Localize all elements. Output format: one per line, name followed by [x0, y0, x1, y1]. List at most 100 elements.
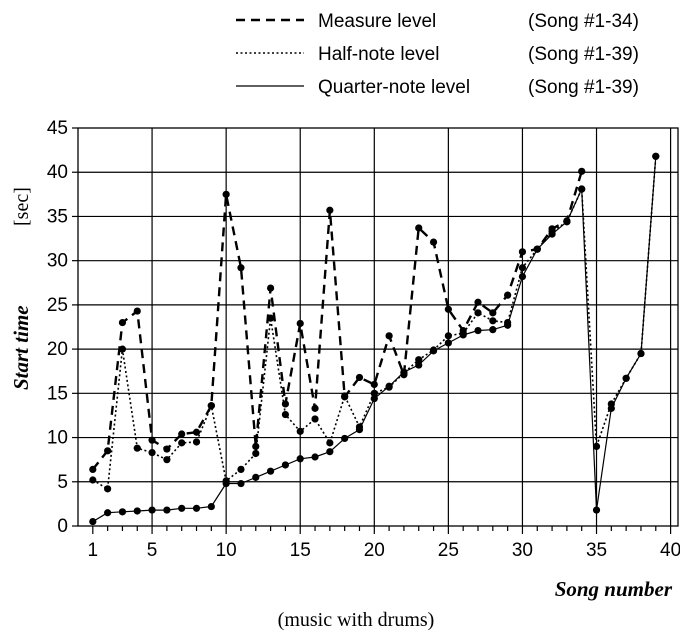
- data-point: [266, 467, 275, 475]
- data-point: [207, 402, 215, 410]
- series-line: [91, 170, 583, 471]
- data-point: [444, 339, 452, 347]
- data-point: [133, 507, 141, 515]
- y-axis-label: Start time: [9, 305, 33, 390]
- x-tick-label: 15: [290, 540, 311, 561]
- data-point: [222, 190, 230, 198]
- legend: Measure level (Song #1-34) Half-note level…: [236, 11, 639, 98]
- data-point: [518, 264, 527, 272]
- data-point: [415, 224, 423, 232]
- data-point: [222, 479, 230, 488]
- data-point: [326, 206, 334, 214]
- data-point: [429, 347, 438, 355]
- data-point: [192, 428, 201, 436]
- data-point: [548, 230, 556, 238]
- data-point: [652, 152, 660, 160]
- data-point: [266, 314, 275, 322]
- x-tick-label: 25: [438, 540, 459, 561]
- data-point: [326, 439, 334, 447]
- data-point: [148, 436, 156, 444]
- data-point: [118, 345, 127, 353]
- data-point: [474, 298, 482, 306]
- data-point: [296, 455, 304, 463]
- data-point: [578, 167, 586, 175]
- legend-range: (Song #1-39): [528, 77, 639, 98]
- y-tick-label: 10: [47, 428, 68, 449]
- data-point: [400, 368, 408, 376]
- data-point: [504, 321, 512, 329]
- data-point: [489, 317, 497, 325]
- data-point: [89, 476, 97, 484]
- data-point: [207, 502, 215, 511]
- data-point: [592, 506, 601, 514]
- data-point: [163, 456, 171, 464]
- data-point: [415, 361, 423, 369]
- data-point: [133, 307, 141, 315]
- plot-frame: [77, 127, 679, 527]
- y-tick-label: 40: [47, 162, 68, 183]
- x-tick-label: 35: [586, 540, 607, 561]
- data-point: [355, 425, 364, 434]
- x-tick-label: 1: [88, 540, 99, 561]
- series-solid: [89, 152, 660, 526]
- data-point: [148, 506, 156, 514]
- data-point: [474, 326, 482, 335]
- data-point: [237, 479, 245, 488]
- data-point: [118, 508, 127, 516]
- data-point: [237, 264, 245, 272]
- data-point: [104, 509, 112, 517]
- data-point: [504, 291, 512, 299]
- y-tick-label: 20: [47, 339, 68, 360]
- data-point: [178, 439, 186, 447]
- data-point: [518, 272, 527, 281]
- y-axis-unit: [sec]: [11, 187, 33, 226]
- data-point: [533, 245, 541, 253]
- data-point: [474, 309, 482, 317]
- data-point: [192, 438, 201, 446]
- data-point: [578, 185, 586, 193]
- grid: [78, 128, 678, 526]
- data-point: [341, 434, 349, 443]
- series-group: [89, 152, 660, 526]
- data-point: [607, 404, 615, 412]
- data-point: [355, 373, 364, 382]
- x-tick-label: 30: [512, 540, 533, 561]
- data-point: [459, 331, 467, 339]
- series-dashed: [89, 167, 586, 473]
- legend-label: Measure level: [318, 11, 436, 32]
- y-tick-label: 5: [57, 472, 68, 493]
- x-tick-label: 40: [660, 540, 680, 561]
- x-tick-label: 10: [216, 540, 237, 561]
- data-point: [252, 473, 260, 481]
- data-point: [163, 445, 171, 453]
- x-tick-label: 5: [147, 540, 158, 561]
- data-point: [178, 504, 186, 512]
- data-point: [444, 332, 452, 340]
- legend-range: (Song #1-34): [528, 11, 639, 32]
- y-tick-label: 35: [47, 206, 68, 227]
- data-point: [326, 448, 334, 456]
- data-point: [592, 442, 601, 450]
- data-point: [489, 309, 497, 317]
- data-point: [237, 465, 245, 473]
- data-point: [489, 326, 497, 334]
- y-tick-label: 0: [57, 516, 68, 537]
- data-point: [311, 404, 319, 412]
- data-point: [104, 485, 112, 493]
- y-tick-label: 45: [47, 118, 68, 139]
- data-point: [341, 392, 349, 400]
- x-tick-label: 20: [364, 540, 385, 561]
- data-point: [622, 374, 630, 382]
- x-axis-label: Song number: [555, 577, 673, 601]
- data-point: [281, 461, 290, 469]
- data-point: [281, 410, 290, 419]
- data-point: [178, 430, 186, 438]
- data-point: [192, 504, 201, 512]
- data-point: [133, 444, 141, 452]
- data-point: [296, 319, 304, 328]
- data-point: [429, 238, 438, 246]
- data-point: [296, 427, 304, 435]
- data-point: [311, 415, 319, 423]
- data-point: [311, 453, 319, 461]
